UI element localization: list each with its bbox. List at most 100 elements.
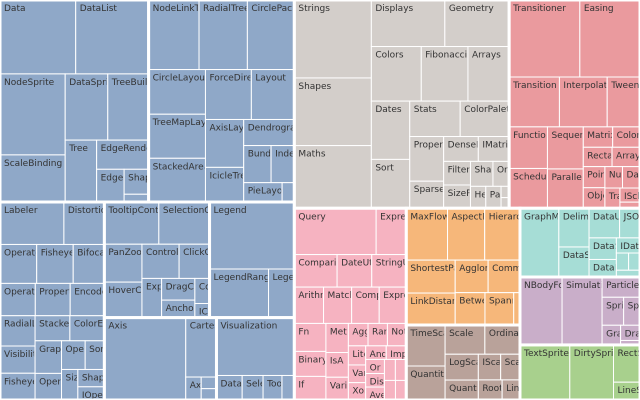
treemap-cell-legend: Legend	[209, 201, 295, 270]
treemap-cell-line-sprite: LineSprite	[613, 381, 640, 400]
treemap-cell-fn: Fn	[293, 322, 327, 352]
treemap-cell-xor: Xor	[347, 382, 367, 400]
treemap-cell-selection-control: SelectionControl	[158, 201, 211, 245]
treemap-cell-label: TooltipEvent	[266, 379, 322, 389]
treemap-cell-label: BundledEdgeRouter	[248, 150, 338, 160]
treemap-cell-community-structure: CommunityStructure	[487, 259, 521, 294]
treemap-cell-label: Axes	[190, 381, 212, 391]
treemap-cell-label: RadialTreeLayout	[203, 4, 281, 14]
treemap-cell-displays: Displays	[370, 0, 446, 48]
treemap-cell-label: Comparison	[298, 259, 352, 269]
treemap-cell-arrays: Arrays	[467, 46, 510, 102]
treemap-cell-label: EdgeSprite	[101, 173, 151, 183]
treemap-cell-rect	[394, 379, 407, 400]
treemap-cell-icicle-tree-layout: IcicleTreeLayout	[204, 166, 245, 203]
treemap-cell-rect	[293, 0, 372, 79]
treemap-cell-rect	[64, 73, 109, 141]
treemap-cell-rect	[293, 350, 327, 377]
treemap-cell-label: LinearScale	[506, 384, 559, 394]
treemap-cell-label: MatrixInterpolator	[587, 131, 640, 141]
treemap-cell-maths: Maths	[293, 145, 372, 209]
treemap-cell-label: Property	[414, 141, 453, 151]
treemap-cell-dates: Dates	[370, 100, 411, 160]
treemap-cell-rect	[383, 379, 396, 400]
treemap-cell-tree-map-layout: TreeMapLayout	[148, 113, 206, 159]
treemap-cell-tween: Tween	[606, 76, 640, 128]
treemap-cell-axis: Axis	[103, 317, 187, 400]
treemap-cell-rect	[158, 201, 211, 245]
treemap-cell-rect	[628, 252, 640, 271]
treemap-cell-label: SpringForce	[628, 301, 640, 311]
treemap-cell-label: ScaleBinding	[4, 159, 62, 169]
treemap-cell-label: Tween	[610, 81, 639, 91]
treemap-cell-click-control: ClickControl	[178, 243, 211, 279]
treemap-cell-drag-force: DragForce	[620, 324, 640, 341]
treemap-cell-label: DragControl	[166, 282, 220, 292]
treemap-cell-rect	[200, 376, 217, 390]
treemap-cell-nbody-force: NBodyForce	[519, 276, 563, 346]
treemap-cell-data-sprite: DataSprite	[64, 73, 109, 141]
treemap-cell-label: Fn	[298, 327, 309, 337]
treemap-cell-radial-labeler: RadialLabeler	[0, 315, 36, 347]
treemap-cell-label: LogScale	[449, 358, 490, 368]
treemap-cell-label: DataEvent	[220, 379, 268, 389]
treemap-cell-label: GravityForce	[606, 329, 640, 339]
treemap-cell-label: ExpandControl	[146, 282, 212, 292]
treemap-cell-binary-expression: BinaryExpression	[293, 350, 327, 377]
treemap-cell-layout: Layout	[250, 69, 295, 120]
treemap-cell-rect	[63, 201, 105, 245]
treemap-cell-sparse-matrix: SparseMatrix	[409, 180, 445, 209]
treemap-cell-rect	[579, 0, 640, 78]
treemap-cell-label: Layout	[255, 74, 286, 84]
treemap-cell-label: QuantitativeScale	[410, 370, 491, 380]
treemap-cell-label: ColorPalette	[464, 105, 519, 115]
treemap-cell-label: HeapNode	[474, 190, 521, 200]
treemap-cell-rect	[546, 126, 584, 170]
treemap-cell-label: Stats	[414, 105, 437, 115]
treemap-cell-stats: Stats	[409, 100, 461, 138]
treemap-cell-rect	[243, 145, 272, 184]
treemap-cell-rect	[447, 207, 486, 261]
treemap-cell-easing: Easing	[579, 0, 640, 78]
treemap-cell-rect	[96, 168, 125, 203]
treemap-cell-data: Data	[0, 0, 77, 75]
treemap-cell-rect	[519, 344, 571, 400]
treemap-cell-label: ForceDirectedLayout	[209, 74, 303, 84]
treemap-cell-label: LegendRange	[214, 273, 276, 283]
treemap-cell-rect	[467, 46, 510, 102]
treemap-cell-label: EdgeRenderer	[101, 144, 165, 154]
treemap-cell-label: Control	[199, 282, 232, 292]
treemap-cell-label: Implies	[390, 350, 423, 360]
treemap-cell-expression-iterator: ExpressionIterator	[378, 286, 407, 324]
treemap-cell-label: TransitionEvent	[608, 192, 640, 202]
treemap-cell-hierarchical-cluster: HierarchicalCluster	[484, 207, 521, 261]
treemap-cell-label: ColorEncoder	[74, 320, 135, 330]
treemap-cell-label: PieLayout	[248, 187, 292, 197]
treemap-cell-label: Displays	[375, 4, 413, 14]
treemap-cell-rect	[200, 388, 217, 400]
treemap-cell-data-list: DataList	[75, 0, 150, 75]
treemap-cell-label: TooltipControl	[107, 206, 170, 216]
treemap-cell-date-util: DateUtil	[336, 254, 373, 288]
treemap-cell-property: Property	[409, 136, 453, 182]
treemap-cell-composite-expression: CompositeExpression	[351, 286, 380, 324]
treemap-cell-sum	[383, 379, 396, 400]
treemap-cell-label: CirclePackingLayout	[251, 4, 342, 14]
treemap-cell-label: NumberInterpolator	[609, 171, 640, 181]
treemap-cell-rect	[75, 0, 150, 75]
treemap-cell-label: Sequence	[551, 131, 596, 141]
treemap-cell-label: DragForce	[625, 329, 640, 339]
treemap-cell-rect	[405, 365, 446, 400]
treemap-cell-label: RectSprite	[618, 349, 640, 359]
treemap-cell-label: Or	[370, 363, 381, 373]
treemap-cell-rect	[64, 139, 98, 203]
treemap-cell-label: Orientation	[497, 165, 548, 175]
treemap-cell-data-util: DataUtil	[588, 207, 621, 239]
treemap-cell-rect	[519, 276, 563, 346]
treemap-cell-label: AggregateExpression	[352, 327, 448, 337]
treemap-cell-time-scale: TimeScale	[405, 324, 446, 367]
treemap-cell-label: DataSchema	[593, 242, 640, 252]
treemap-cell-label: QuantileScale	[449, 384, 512, 394]
treemap-cell-label: Not	[391, 327, 407, 337]
